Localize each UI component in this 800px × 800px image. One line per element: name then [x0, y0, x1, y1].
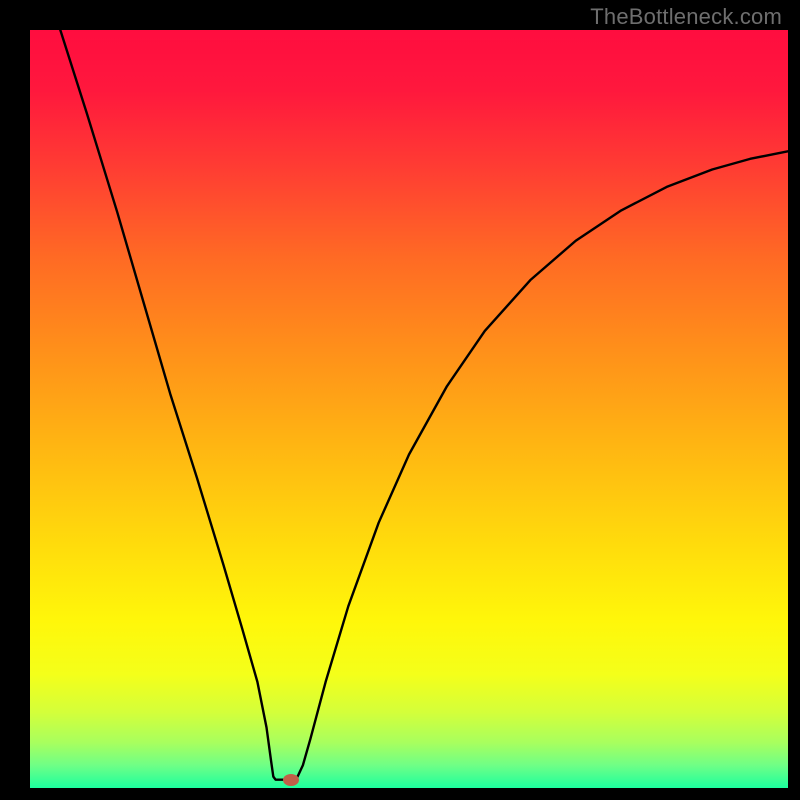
- chart-frame: TheBottleneck.com: [0, 0, 800, 800]
- plot-area: [30, 30, 788, 788]
- bottleneck-curve: [30, 30, 788, 788]
- curve-path: [60, 30, 788, 780]
- watermark-text: TheBottleneck.com: [590, 4, 782, 30]
- optimal-point-marker: [283, 774, 299, 786]
